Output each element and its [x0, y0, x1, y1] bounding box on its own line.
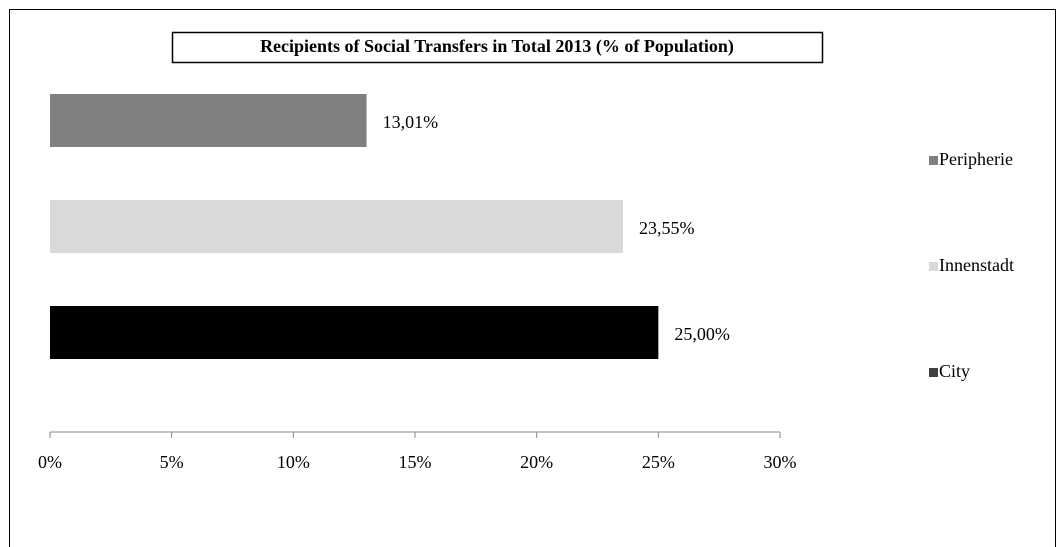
legend-label: Peripherie [939, 149, 1013, 169]
data-label: 23,55% [639, 218, 695, 238]
x-tick-label: 5% [160, 452, 184, 472]
chart-border [9, 9, 1056, 547]
bar [50, 94, 367, 147]
title-box [171, 31, 824, 64]
data-label: 25,00% [674, 324, 730, 344]
data-label: 13,01% [383, 112, 439, 132]
bar [50, 200, 624, 253]
legend-swatch [929, 262, 938, 271]
x-tick-label: 0% [38, 452, 62, 472]
x-tick-label: 10% [277, 452, 310, 472]
legend-label: Innenstadt [939, 255, 1014, 275]
x-tick-label: 25% [642, 452, 675, 472]
legend-label: City [939, 361, 970, 381]
bar [50, 306, 659, 359]
chart-title: Recipients of Social Transfers in Total … [260, 36, 734, 57]
x-tick-label: 20% [520, 452, 553, 472]
x-tick-label: 15% [399, 452, 432, 472]
legend-swatch [929, 368, 938, 377]
x-tick-label: 30% [764, 452, 797, 472]
legend-swatch [929, 156, 938, 165]
